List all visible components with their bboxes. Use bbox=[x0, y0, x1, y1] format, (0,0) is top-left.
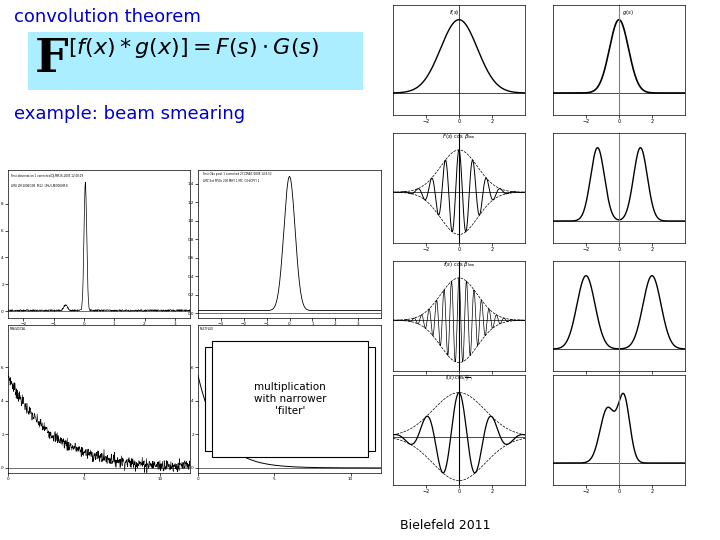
Bar bbox=[28, 32, 363, 90]
Text: $f(s)$ cos $\beta_{\rm low}$: $f(s)$ cos $\beta_{\rm low}$ bbox=[443, 260, 475, 269]
Text: LMU LM 2006/106  M12  LMU LM/0000M.8: LMU LM 2006/106 M12 LMU LM/0000M.8 bbox=[11, 185, 68, 188]
Text: MULTFLUX: MULTFLUX bbox=[199, 327, 214, 331]
Text: LMC Ext M50c 200 MHY 1 MC  C(H/CPY) 1: LMC Ext M50c 200 MHY 1 MC C(H/CPY) 1 bbox=[202, 179, 259, 183]
Text: $g(s)$: $g(s)$ bbox=[622, 8, 634, 17]
Text: $[f(x)*g(x)] = F(s) \cdot G(s)$: $[f(x)*g(x)] = F(s) \cdot G(s)$ bbox=[68, 36, 319, 60]
Text: multiplication
with narrower
'filter': multiplication with narrower 'filter' bbox=[253, 382, 326, 416]
Text: First observation 1 corrected DJ-MR16-2005 12:00:19: First observation 1 corrected DJ-MR16-20… bbox=[11, 174, 84, 178]
Text: convolution theorem: convolution theorem bbox=[14, 8, 201, 26]
Text: F: F bbox=[35, 36, 68, 82]
Text: $f(s)$: $f(s)$ bbox=[449, 8, 459, 17]
Text: MINLVD/CAL: MINLVD/CAL bbox=[9, 327, 26, 331]
Text: $f(s)$ cos$\left(\frac{\pi s}{T}\right)$: $f(s)$ cos$\left(\frac{\pi s}{T}\right)$ bbox=[445, 374, 473, 384]
Text: First Obs posit 1 corrected 27-DRA/1/2008 14:9:52: First Obs posit 1 corrected 27-DRA/1/200… bbox=[202, 172, 271, 176]
Text: Bielefeld 2011: Bielefeld 2011 bbox=[400, 519, 490, 532]
Text: example: beam smearing: example: beam smearing bbox=[14, 105, 245, 123]
Text: convolution with
broader beam: convolution with broader beam bbox=[247, 388, 333, 410]
Text: $F(s)$ cos $\beta_{\rm low}$: $F(s)$ cos $\beta_{\rm low}$ bbox=[442, 132, 476, 141]
